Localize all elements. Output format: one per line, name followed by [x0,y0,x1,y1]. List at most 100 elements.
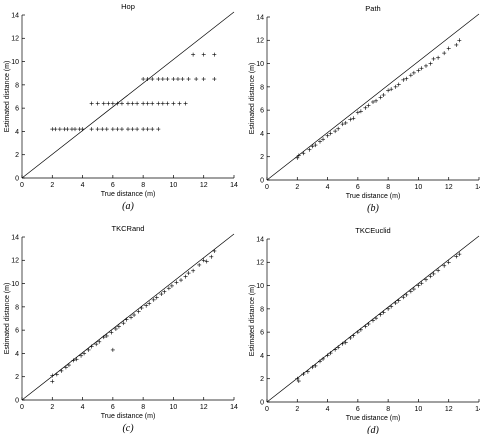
data-point [374,316,379,321]
data-point [136,309,141,314]
x-tick-label: 2 [295,406,299,413]
data-point [408,73,413,78]
data-point [428,274,433,279]
data-point [366,103,371,108]
y-tick-label: 0 [15,397,19,404]
data-point [295,155,300,160]
x-tick-label: 6 [356,406,360,413]
data-point [295,376,300,381]
data-point [141,101,146,106]
y-tick-label: 10 [256,283,264,290]
identity-line [21,233,235,401]
x-tick-label: 0 [265,184,269,191]
data-point [104,333,109,338]
data-point [89,101,94,106]
data-point [129,315,134,320]
data-point [363,105,368,110]
data-point [101,335,106,340]
x-tick-label: 4 [81,404,85,411]
x-tick-label: 6 [111,404,115,411]
data-point [177,101,182,106]
data-point [80,127,85,132]
data-point [419,66,424,71]
data-point [310,365,315,370]
data-point [442,51,447,56]
data-point [156,77,161,82]
data-point [374,98,379,103]
data-point [162,289,167,294]
data-point [124,317,129,322]
data-point [212,77,217,82]
data-point [130,127,135,132]
y-tick-label: 2 [260,376,264,383]
data-point [296,379,301,384]
y-tick-label: 2 [15,152,19,159]
panel-title: Hop [121,2,135,11]
y-tick-label: 4 [260,131,264,138]
y-axis-label: Estimated distance (m) [249,63,256,135]
data-point [132,313,137,318]
data-point [301,151,306,156]
data-point [74,357,79,362]
data-point [79,353,84,358]
data-point [355,110,360,115]
data-point [446,46,451,51]
data-point [53,127,58,132]
y-tick-label: 2 [15,374,19,381]
data-point [428,61,433,66]
y-axis-label: Estimated distance (m) [4,283,11,355]
data-point [174,280,179,285]
panel-caption: (c) [122,423,134,434]
data-point [318,139,322,144]
data-point [156,101,161,106]
data-point [201,77,206,82]
data-point [145,77,150,82]
data-point [411,70,416,75]
data-point [186,77,191,82]
data-point [340,122,345,127]
x-tick-label: 10 [415,184,423,191]
data-point [197,262,202,267]
x-tick-label: 2 [50,404,54,411]
data-point [113,326,118,331]
data-point [121,321,126,326]
x-axis-label: True distance (m) [101,191,156,198]
x-tick-label: 14 [475,184,480,191]
data-point [126,127,130,132]
data-point [404,76,409,81]
data-point [325,133,330,138]
data-point [141,77,146,82]
data-point [145,127,150,132]
data-point [150,101,155,106]
panel-4: 0 2 4 6 8 10 12 14 0 2 4 6 8 10 12 14 TKCEuclid True dist… [249,226,480,434]
data-point [147,301,152,306]
data-point [165,77,170,82]
data-point [191,52,196,57]
data-point [95,101,100,106]
data-point [431,271,436,276]
x-tick-label: 12 [445,406,453,413]
data-point [139,306,144,311]
x-tick-label: 14 [475,406,480,413]
data-point [171,101,176,106]
data-point [130,101,135,106]
data-point [343,340,348,345]
y-tick-label: 0 [260,399,264,406]
y-tick-label: 6 [260,330,264,337]
y-tick-label: 10 [256,61,264,68]
data-point [371,99,375,104]
data-point [116,324,121,329]
data-point [50,379,55,384]
data-point [396,298,401,303]
data-point [119,101,124,106]
x-tick-label: 8 [141,182,145,189]
data-point [389,304,394,309]
data-point [54,372,59,377]
data-point [457,38,462,43]
data-point [159,292,164,297]
data-point [321,137,326,142]
panel-caption: (d) [367,425,379,434]
data-point [71,358,76,363]
y-tick-label: 2 [260,154,264,161]
